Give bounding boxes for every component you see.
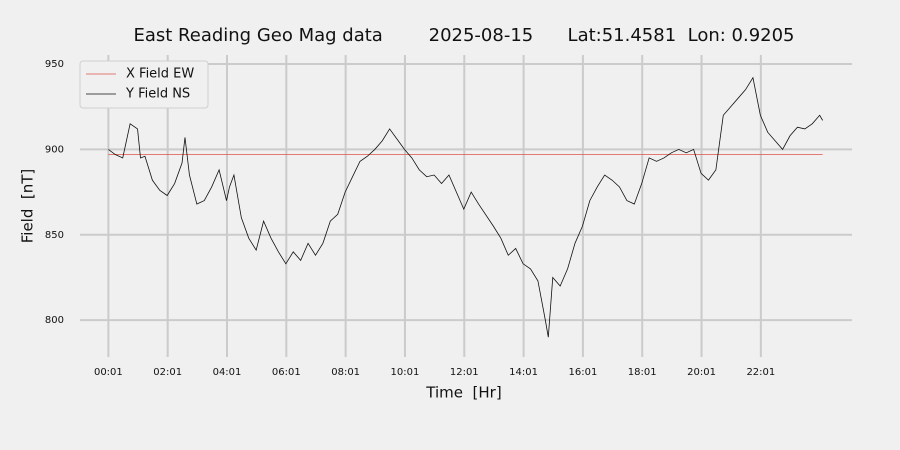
x-axis-label: Time [Hr]	[425, 384, 501, 402]
x-tick-label: 10:01	[391, 367, 420, 378]
x-tick-label: 02:01	[153, 367, 182, 378]
x-tick-label: 04:01	[213, 367, 242, 378]
y-tick-label: 800	[45, 315, 64, 326]
legend-label: Y Field NS	[125, 87, 190, 102]
x-tick-label: 12:01	[450, 367, 479, 378]
x-tick-label: 16:01	[568, 367, 597, 378]
legend-box	[79, 60, 209, 109]
y-tick-label: 850	[45, 230, 64, 241]
y-axis-label: Field [nT]	[19, 169, 37, 244]
legend-label: X Field EW	[126, 67, 194, 82]
chart-title: East Reading Geo Mag data 2025-08-15 Lat…	[133, 25, 794, 46]
x-tick-label: 18:01	[628, 367, 657, 378]
y-tick-label: 900	[45, 144, 64, 155]
series-line	[108, 76, 823, 338]
x-tick-label: 08:01	[331, 367, 360, 378]
x-tick-label: 06:01	[272, 367, 301, 378]
x-tick-label: 14:01	[509, 367, 538, 378]
x-tick-label: 20:01	[687, 367, 716, 378]
x-tick-label: 22:01	[746, 367, 775, 378]
y-tick-label: 950	[45, 59, 64, 70]
x-tick-label: 00:01	[94, 367, 123, 378]
